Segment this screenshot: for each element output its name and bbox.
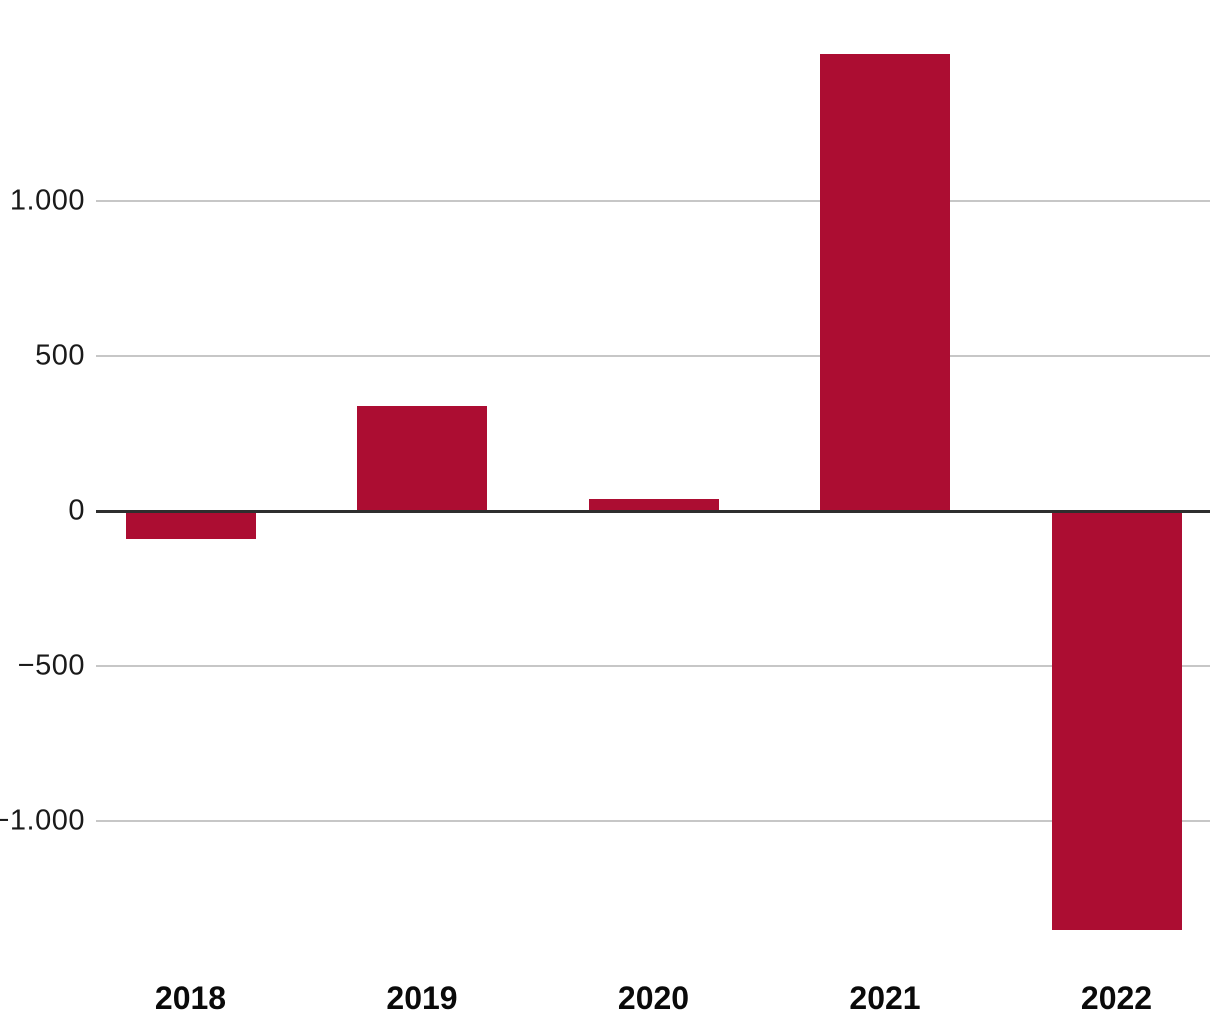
bar-2022	[1051, 511, 1182, 930]
x-tick-label-2020: 2020	[617, 980, 690, 1016]
y-tick-label-−500: −500	[17, 649, 85, 682]
x-tick-label-2019: 2019	[386, 980, 458, 1016]
y-tick-label-−1.000: −1.000	[0, 804, 85, 837]
bar-2020	[588, 498, 719, 511]
bar-2021	[820, 53, 950, 511]
x-tick-label-2022: 2022	[1080, 980, 1153, 1016]
gridline-−1.000	[96, 820, 1210, 822]
x-tick-label-2021: 2021	[849, 980, 921, 1016]
zero-axis-line	[96, 509, 1210, 513]
y-tick-label-0: 0	[68, 494, 85, 527]
gridline-500	[96, 355, 1210, 357]
y-tick-label-1.000: 1.000	[9, 184, 85, 217]
gridline-−500	[96, 665, 1210, 667]
bar-2019	[357, 405, 487, 511]
y-tick-label-500: 500	[35, 339, 85, 372]
x-tick-label-2018: 2018	[154, 980, 227, 1016]
gridline-1.000	[96, 200, 1210, 202]
bar-2018	[125, 511, 256, 539]
